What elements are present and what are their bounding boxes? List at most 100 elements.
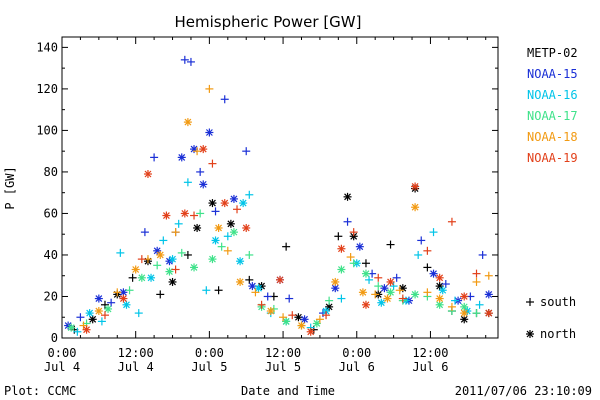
south-point-noaa-15 bbox=[392, 273, 401, 282]
south-point-noaa-18 bbox=[171, 228, 180, 237]
north-point-noaa-17 bbox=[460, 302, 469, 311]
south-point-noaa-16 bbox=[475, 300, 484, 309]
south-point-noaa-16 bbox=[202, 286, 211, 295]
south-point-noaa-16 bbox=[174, 219, 183, 228]
north-point-noaa-19 bbox=[242, 223, 251, 232]
south-point-noaa-15 bbox=[180, 55, 189, 64]
south-point-metp-02 bbox=[423, 263, 432, 272]
north-point-metp-02 bbox=[294, 313, 303, 322]
south-point-noaa-17 bbox=[153, 261, 162, 270]
north-point-noaa-18 bbox=[411, 203, 420, 212]
south-point-noaa-18 bbox=[193, 147, 202, 156]
y-tick-label: 20 bbox=[44, 289, 58, 303]
south-point-noaa-16 bbox=[414, 250, 423, 259]
north-point-noaa-16 bbox=[236, 257, 245, 266]
south-point-metp-02 bbox=[282, 242, 291, 251]
north-point-noaa-19 bbox=[386, 277, 395, 286]
south-point-noaa-16 bbox=[116, 248, 125, 257]
north-point-noaa-15 bbox=[331, 284, 340, 293]
south-point-noaa-18 bbox=[79, 321, 88, 330]
north-point-noaa-17 bbox=[282, 317, 291, 326]
north-point-noaa-17 bbox=[229, 228, 238, 237]
north-point-noaa-16 bbox=[147, 273, 156, 282]
north-point-metp-02 bbox=[208, 199, 217, 208]
north-point-noaa-15 bbox=[94, 294, 103, 303]
south-point-noaa-19 bbox=[322, 311, 331, 320]
north-point-noaa-16 bbox=[438, 286, 447, 295]
marker-legend-north: north bbox=[540, 327, 576, 341]
south-point-noaa-19 bbox=[190, 211, 199, 220]
north-point-noaa-19 bbox=[435, 273, 444, 282]
south-point-noaa-18 bbox=[279, 313, 288, 322]
south-point-noaa-15 bbox=[417, 236, 426, 245]
south-point-noaa-16 bbox=[245, 190, 254, 199]
north-point-noaa-17 bbox=[104, 304, 113, 313]
south-point-noaa-16 bbox=[389, 282, 398, 291]
north-point-noaa-17 bbox=[190, 263, 199, 272]
y-tick-label: 80 bbox=[44, 165, 58, 179]
south-point-noaa-15 bbox=[263, 292, 272, 301]
south-point-metp-02 bbox=[245, 275, 254, 284]
north-point-noaa-19 bbox=[361, 300, 370, 309]
x-tick-time-label: 12:00 bbox=[412, 346, 448, 360]
north-point-noaa-18 bbox=[156, 250, 165, 259]
north-point-noaa-19 bbox=[162, 211, 171, 220]
south-point-noaa-15 bbox=[220, 95, 229, 104]
legend-item-noaa-18: NOAA-18 bbox=[527, 130, 578, 144]
x-tick-date-label: Jul 4 bbox=[118, 360, 154, 374]
south-point-noaa-16 bbox=[429, 228, 438, 237]
south-point-metp-02 bbox=[334, 232, 343, 241]
south-point-noaa-18 bbox=[346, 253, 355, 262]
north-point-noaa-18 bbox=[236, 277, 245, 286]
south-point-noaa-15 bbox=[441, 280, 450, 289]
south-point-noaa-19 bbox=[100, 311, 109, 320]
north-point-noaa-17 bbox=[67, 323, 76, 332]
north-point-noaa-15 bbox=[177, 153, 186, 162]
plus-marker-icon bbox=[526, 298, 534, 306]
south-point-noaa-16 bbox=[134, 309, 143, 318]
chart-title: Hemispheric Power [GW] bbox=[175, 13, 362, 31]
south-point-noaa-17 bbox=[125, 286, 134, 295]
marker-legend: south north bbox=[526, 295, 576, 341]
north-point-noaa-18 bbox=[297, 321, 306, 330]
south-point-noaa-15 bbox=[242, 147, 251, 156]
south-point-noaa-18 bbox=[223, 246, 232, 255]
south-point-noaa-15 bbox=[478, 250, 487, 259]
north-point-noaa-15 bbox=[484, 290, 493, 299]
north-point-metp-02 bbox=[193, 223, 202, 232]
south-point-metp-02 bbox=[100, 300, 109, 309]
legend-item-noaa-16: NOAA-16 bbox=[527, 88, 578, 102]
plot-area-frame bbox=[61, 36, 499, 339]
north-point-noaa-15 bbox=[205, 128, 214, 137]
x-tick-date-label: Jul 5 bbox=[191, 360, 227, 374]
y-axis-ticks: 0 20 40 60 80 100 120 140 bbox=[36, 40, 498, 345]
data-points bbox=[64, 55, 493, 336]
south-point-noaa-19 bbox=[233, 205, 242, 214]
south-point-noaa-19 bbox=[472, 269, 481, 278]
y-tick-label: 100 bbox=[36, 123, 58, 137]
south-point-noaa-15 bbox=[186, 57, 195, 66]
north-point-metp-02 bbox=[88, 315, 97, 324]
y-tick-label: 40 bbox=[44, 248, 58, 262]
south-point-noaa-17 bbox=[349, 259, 358, 268]
north-point-noaa-18 bbox=[266, 307, 275, 316]
plot-timestamp: 2011/07/06 23:10:09 bbox=[455, 384, 592, 398]
y-tick-label: 140 bbox=[36, 40, 58, 54]
y-tick-label: 0 bbox=[51, 331, 58, 345]
south-point-noaa-16 bbox=[97, 317, 106, 326]
x-tick-time-label: 0:00 bbox=[48, 346, 77, 360]
south-point-noaa-18 bbox=[472, 277, 481, 286]
north-point-noaa-19 bbox=[306, 327, 315, 336]
south-point-noaa-16 bbox=[365, 275, 374, 284]
north-point-noaa-19 bbox=[143, 170, 152, 179]
south-point-noaa-19 bbox=[423, 246, 432, 255]
legend-item-noaa-17: NOAA-17 bbox=[527, 109, 578, 123]
asterisk-marker-icon bbox=[526, 330, 534, 338]
north-point-metp-02 bbox=[435, 282, 444, 291]
north-point-noaa-19 bbox=[180, 209, 189, 218]
north-point-noaa-19 bbox=[220, 199, 229, 208]
north-point-noaa-19 bbox=[82, 325, 91, 334]
north-point-noaa-18 bbox=[435, 294, 444, 303]
